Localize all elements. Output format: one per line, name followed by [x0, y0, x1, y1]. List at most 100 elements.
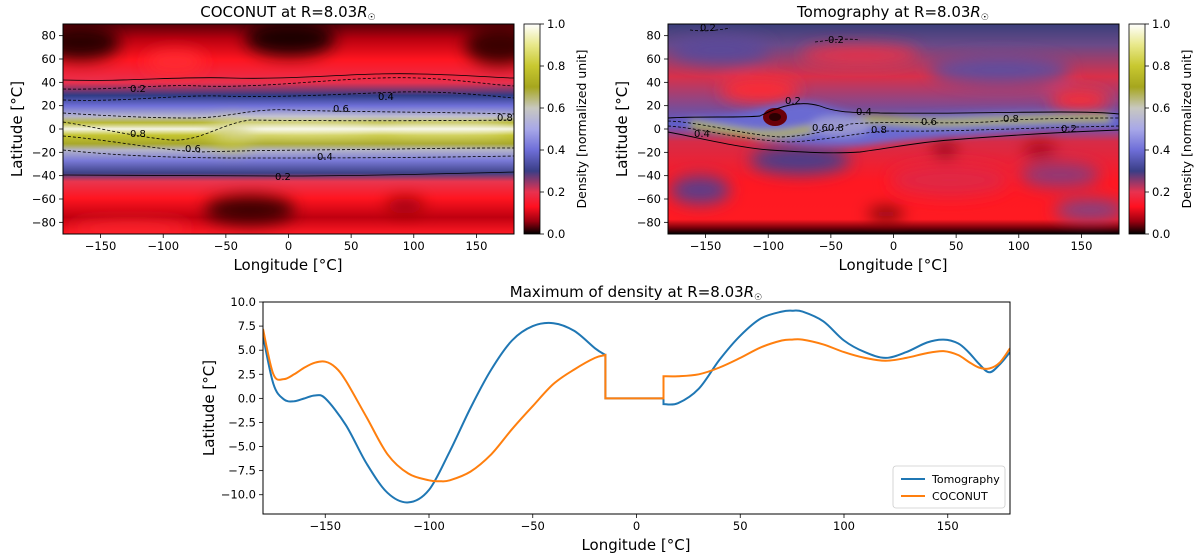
- tomography-panel: Tomography at R=8.03R☉: [613, 3, 1194, 274]
- colorbar-tick-label: 0.4: [547, 143, 565, 157]
- x-tick-label: 150: [937, 519, 959, 533]
- contour-label: 0.2: [1061, 124, 1077, 135]
- y-tick-label: 0: [654, 122, 661, 136]
- colorbar-tick-label: 0.6: [1152, 101, 1170, 115]
- coconut-contour-labels: 0.2 0.4 0.6 0.8 0.8 0.6 0.4 0.2: [130, 84, 513, 183]
- y-tick-label: −40: [637, 169, 661, 183]
- x-tick-label: −50: [214, 239, 238, 253]
- y-tick-label: −10.0: [221, 488, 256, 502]
- y-tick-label: 80: [41, 29, 56, 43]
- y-tick-label: −5.0: [228, 440, 256, 454]
- y-tick-label: −7.5: [228, 464, 256, 478]
- x-tick-label: −150: [85, 239, 117, 253]
- y-tick-label: −60: [637, 192, 661, 206]
- colorbar-tick-label: 0.2: [1152, 185, 1170, 199]
- y-tick-label: 5.0: [238, 343, 256, 357]
- contour-label: 0.4: [694, 129, 710, 140]
- series-line-coconut: [263, 328, 1010, 483]
- maximum-density-panel: Maximum of density at R=8.03R☉ −150 −100 −…: [200, 283, 1011, 554]
- colorbar-label: Density [normalized unit]: [1179, 50, 1194, 209]
- contour-label: 0.8: [871, 125, 887, 136]
- y-tick-label: −20: [32, 145, 56, 159]
- contour-label: 0.6: [185, 144, 201, 155]
- legend-tomography-label: Tomography: [931, 473, 1000, 486]
- contour-label: 0.2: [700, 23, 716, 34]
- coconut-x-ticks: −150 −100 −50 0 50 100 150: [85, 234, 487, 253]
- tomography-colorbar: 0.0 0.2 0.4 0.6 0.8 1.0 Density [normalized u…: [1128, 17, 1194, 241]
- coconut-y-ticks: 80 60 40 20 0 −20 −40 −60 −80: [32, 29, 63, 229]
- y-tick-label: −80: [32, 215, 56, 229]
- y-tick-label: 0: [49, 122, 56, 136]
- y-tick-label: 2.5: [238, 367, 256, 381]
- colorbar-tick-label: 1.0: [1152, 17, 1170, 31]
- x-tick-label: 100: [833, 519, 855, 533]
- colorbar-tick-label: 0.6: [547, 101, 565, 115]
- coconut-heatmap: [63, 24, 514, 234]
- coconut-colorbar: 0.0 0.2 0.4 0.6 0.8 1.0 Density [normalized u…: [523, 17, 589, 241]
- y-tick-label: −2.5: [228, 415, 256, 429]
- colorbar-tick-label: 0.0: [547, 227, 565, 241]
- contour-label: 0.8: [130, 129, 146, 140]
- y-tick-label: −40: [32, 169, 56, 183]
- coconut-xlabel: Longitude [°C]: [233, 256, 342, 274]
- y-tick-label: 60: [646, 52, 661, 66]
- coconut-ylabel: Latitude [°C]: [8, 81, 26, 177]
- line-xlabel: Longitude [°C]: [581, 536, 690, 554]
- tomography-title: Tomography at R=8.03R☉: [796, 3, 989, 23]
- x-tick-label: −100: [147, 239, 179, 253]
- y-tick-label: −60: [32, 192, 56, 206]
- contour-label: 0.2: [275, 172, 291, 183]
- contour-label: 0.6: [333, 104, 349, 115]
- coconut-title: COCONUT at R=8.03R☉: [200, 3, 375, 23]
- x-tick-label: 150: [465, 239, 487, 253]
- contour-label: 0.8: [497, 113, 513, 124]
- y-tick-label: 20: [646, 99, 661, 113]
- contour-label: 0.8: [1003, 114, 1019, 125]
- tomography-contour-labels: 0.2 0.2 0.2 0.4 0.60.8 0.8 0.6 0.8 0.2 0…: [694, 23, 1077, 140]
- y-tick-label: 80: [646, 29, 661, 43]
- tomography-heatmap: [668, 24, 1119, 234]
- legend-box: [892, 465, 1006, 509]
- contour-label: 0.60.8: [812, 123, 844, 134]
- contour-label: 0.2: [785, 96, 801, 107]
- x-tick-label: −100: [413, 519, 445, 533]
- x-tick-label: −150: [309, 519, 341, 533]
- line-ylabel: Latitude [°C]: [200, 360, 218, 456]
- line-plot-area: [263, 302, 1010, 514]
- colorbar-tick-label: 0.8: [547, 59, 565, 73]
- colorbar-gradient: [523, 23, 541, 235]
- line-x-ticks: −150 −100 −50 0 50 100 150: [309, 514, 959, 533]
- x-tick-label: −150: [690, 239, 722, 253]
- contour-label: 0.6: [921, 117, 937, 128]
- x-tick-label: −100: [752, 239, 784, 253]
- x-tick-label: 0: [890, 239, 897, 253]
- x-tick-label: 50: [344, 239, 359, 253]
- tomography-x-ticks: −150 −100 −50 0 50 100 150: [690, 234, 1092, 253]
- contour-label: 0.4: [378, 92, 394, 103]
- y-tick-label: 20: [41, 99, 56, 113]
- line-legend: Tomography COCONUT: [892, 465, 1006, 509]
- tomography-y-ticks: 80 60 40 20 0 −20 −40 −60 −80: [637, 29, 668, 229]
- line-y-ticks: 10.0 7.5 5.0 2.5 0.0 −2.5 −5.0 −7.5 −10.0: [221, 295, 263, 502]
- contour-label: 0.2: [130, 84, 146, 95]
- legend-coconut-label: COCONUT: [932, 490, 988, 503]
- y-tick-label: 40: [41, 75, 56, 89]
- colorbar-tick-label: 0.2: [547, 185, 565, 199]
- colorbar-label: Density [normalized unit]: [574, 50, 589, 209]
- y-tick-label: 10.0: [230, 295, 256, 309]
- y-tick-label: 40: [646, 75, 661, 89]
- y-tick-label: −80: [637, 215, 661, 229]
- x-tick-label: 150: [1070, 239, 1092, 253]
- tomography-ylabel: Latitude [°C]: [613, 81, 631, 177]
- coconut-panel: COCONUT at R=8.03R☉: [8, 3, 589, 274]
- x-tick-label: 100: [1008, 239, 1030, 253]
- contour-label: 0.2: [828, 35, 844, 46]
- x-tick-label: −50: [521, 519, 545, 533]
- tomography-xlabel: Longitude [°C]: [838, 256, 947, 274]
- x-tick-label: 50: [949, 239, 964, 253]
- x-tick-label: 100: [403, 239, 425, 253]
- line-title: Maximum of density at R=8.03R☉: [510, 283, 762, 303]
- contour-label: 0.4: [856, 107, 872, 118]
- x-tick-label: −50: [819, 239, 843, 253]
